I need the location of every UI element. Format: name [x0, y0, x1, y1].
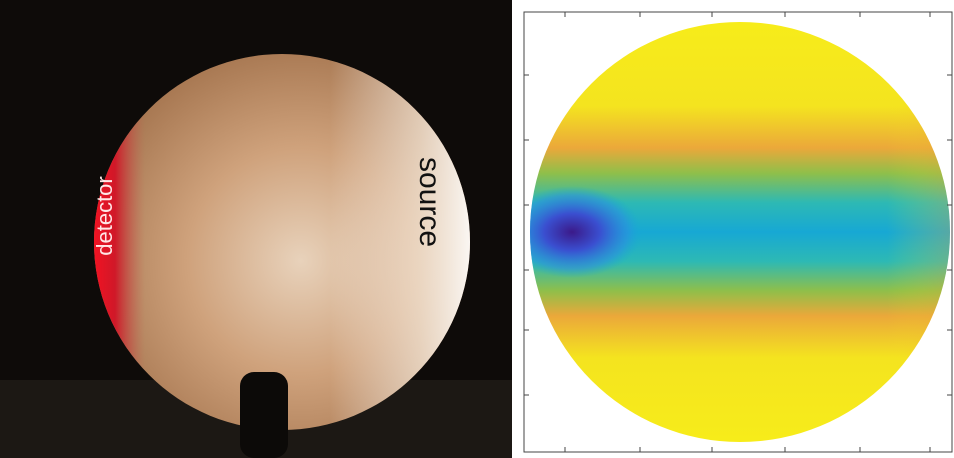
photo: detector source	[0, 0, 512, 458]
detector-label: detector	[92, 176, 117, 256]
holder	[240, 372, 288, 458]
source-label: source	[413, 157, 446, 247]
figure: detector source	[0, 0, 954, 458]
heatmap	[502, 12, 952, 452]
heatmap-minimum	[502, 186, 642, 278]
